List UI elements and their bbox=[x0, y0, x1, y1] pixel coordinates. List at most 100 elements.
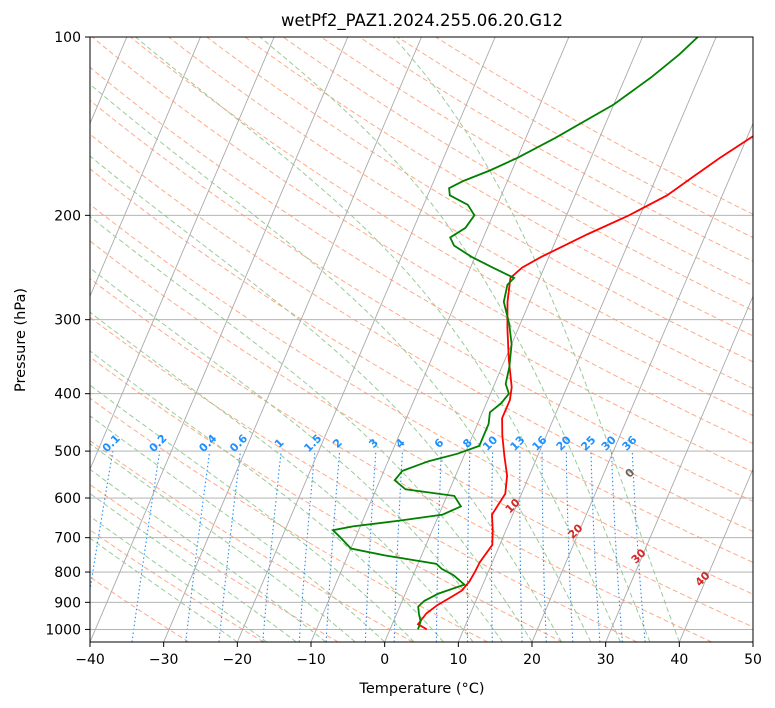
dry-adiabat-line bbox=[90, 168, 753, 563]
mixing-ratio-line bbox=[565, 451, 574, 642]
y-tick-label: 700 bbox=[54, 531, 81, 547]
mixing-ratio-line bbox=[435, 451, 442, 642]
y-tick-label: 600 bbox=[54, 491, 81, 507]
moist-adiabat-line bbox=[90, 267, 503, 642]
dry-adiabat-line bbox=[90, 203, 753, 595]
moist-adiabat-line bbox=[90, 537, 238, 642]
moist-adiabat-line bbox=[392, 37, 680, 642]
x-tick-label: −20 bbox=[223, 652, 253, 668]
moist-adiabat-label: 0 bbox=[623, 466, 638, 481]
moist-adiabat-line bbox=[90, 415, 386, 642]
mixing-ratio-label: 3 bbox=[366, 436, 381, 451]
dry-adiabat-line bbox=[168, 37, 753, 389]
y-tick-label: 300 bbox=[54, 313, 81, 329]
moist-adiabat-line bbox=[90, 492, 297, 642]
mixing-ratio-line bbox=[466, 451, 471, 642]
x-tick-label: −40 bbox=[75, 652, 105, 668]
moist-adiabat-line bbox=[90, 311, 474, 642]
x-tick-label: 20 bbox=[523, 652, 541, 668]
dry-adiabat-line bbox=[206, 37, 753, 363]
mixing-ratio-line bbox=[218, 451, 242, 642]
dry-adiabat-line bbox=[90, 278, 712, 642]
mixing-ratio-line bbox=[262, 451, 282, 642]
isotherm-line bbox=[163, 37, 422, 642]
moist-adiabat-line bbox=[90, 215, 533, 642]
x-ticks: −40 −30 −20 −10 0 10 20 30 40 50 bbox=[75, 642, 762, 668]
y-tick-label: 200 bbox=[54, 208, 81, 224]
plot-area: -100-90-80-70-60-50-40-30-20-10010203040… bbox=[5, 37, 753, 642]
dry-adiabat-line bbox=[90, 99, 753, 502]
moist-adiabat-line bbox=[90, 468, 327, 642]
mixing-ratio-label: 30 bbox=[599, 433, 619, 453]
x-tick-label: 10 bbox=[449, 652, 467, 668]
isobars bbox=[90, 37, 753, 630]
dry-adiabat-line bbox=[435, 37, 753, 215]
isotherm-line bbox=[605, 295, 753, 642]
moist-adiabats bbox=[90, 37, 680, 642]
mixing-ratio-line bbox=[631, 451, 646, 642]
mixing-ratio-label: 16 bbox=[530, 433, 550, 453]
moist-adiabat-line bbox=[90, 515, 268, 642]
dry-adiabat-line bbox=[90, 397, 488, 642]
x-tick-label: 0 bbox=[380, 652, 389, 668]
y-ticks: 100 200 300 400 500 600 700 800 900 1000 bbox=[45, 30, 90, 638]
x-tick-label: −10 bbox=[296, 652, 326, 668]
profile-series bbox=[331, 37, 753, 631]
dewpoint-profile bbox=[331, 37, 699, 630]
isotherm-line bbox=[236, 37, 496, 642]
mixing-ratio-label: 1 bbox=[272, 436, 287, 451]
y-axis-label: Pressure (hPa) bbox=[13, 288, 29, 392]
mixing-ratio-line bbox=[590, 451, 601, 642]
temperature-profile bbox=[416, 135, 753, 631]
plot-frame bbox=[89, 36, 754, 643]
isotherm-line bbox=[384, 37, 643, 642]
x-tick-label: 30 bbox=[597, 652, 615, 668]
x-tick-label: 40 bbox=[670, 652, 688, 668]
dry-adiabat-line bbox=[90, 356, 563, 642]
moist-adiabat-line bbox=[135, 37, 621, 642]
mixing-ratio-label: 13 bbox=[508, 433, 528, 453]
y-tick-label: 100 bbox=[54, 30, 81, 46]
x-tick-label: −30 bbox=[149, 652, 179, 668]
isotherms bbox=[90, 37, 753, 642]
mixing-ratio-label: 20 bbox=[554, 433, 574, 453]
dry-adiabat-line bbox=[90, 66, 753, 473]
y-tick-label: 1000 bbox=[45, 622, 81, 638]
dry-adiabat-line bbox=[359, 37, 753, 263]
mixing-ratio-line bbox=[185, 451, 211, 642]
mixing-ratio-label: 4 bbox=[393, 436, 408, 451]
mixing-ratio-line bbox=[298, 451, 316, 642]
isotherm-line bbox=[310, 37, 570, 642]
x-axis-label: Temperature (°C) bbox=[358, 681, 484, 697]
mixing-ratio-label: 36 bbox=[620, 433, 640, 453]
mixing-ratio-line bbox=[364, 451, 377, 642]
x-tick-label: 50 bbox=[744, 652, 762, 668]
dry-adiabat-line bbox=[244, 37, 753, 337]
y-tick-label: 800 bbox=[54, 565, 81, 581]
dry-adiabat-line bbox=[282, 37, 753, 312]
moist-adiabat-line bbox=[259, 37, 651, 642]
mixing-ratio-line bbox=[90, 451, 114, 594]
dry-adiabat-line bbox=[90, 133, 753, 533]
dry-adiabat-line bbox=[90, 316, 638, 642]
dry-adiabat-label: -10 bbox=[5, 418, 28, 441]
mixing-ratio-lines bbox=[90, 451, 646, 642]
chart-title: wetPf2_PAZ1.2024.255.06.20.G12 bbox=[281, 11, 563, 31]
moist-adiabat-line bbox=[90, 443, 356, 642]
y-tick-label: 900 bbox=[54, 595, 81, 611]
dry-adiabat-line bbox=[91, 37, 753, 445]
isotherm-line bbox=[90, 37, 349, 642]
y-tick-label: 400 bbox=[54, 387, 81, 403]
dry-adiabat-line bbox=[90, 529, 264, 642]
moist-adiabat-line bbox=[90, 350, 444, 642]
mixing-ratio-label: 25 bbox=[578, 433, 598, 453]
y-tick-label: 500 bbox=[54, 444, 81, 460]
dry-adiabat-line bbox=[90, 440, 414, 642]
isotherm-line bbox=[457, 37, 717, 642]
dry-adiabats bbox=[90, 37, 753, 642]
isotherm-line bbox=[531, 122, 753, 642]
isotherm-line bbox=[752, 640, 753, 642]
dry-adiabat-line bbox=[90, 483, 339, 642]
isotherm-line bbox=[90, 37, 201, 298]
